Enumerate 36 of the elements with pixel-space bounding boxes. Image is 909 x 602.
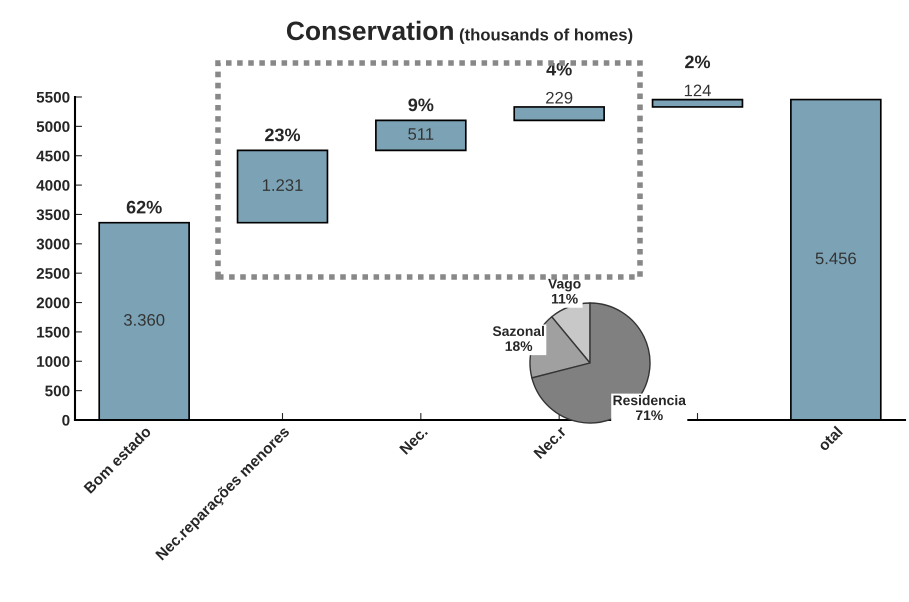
y-tick-label: 3000: [36, 238, 70, 250]
data-label: 229: [546, 92, 572, 104]
y-tick-label: 0: [62, 414, 70, 426]
y-tick-label: 5500: [36, 92, 70, 103]
y-tick-label: 2500: [36, 268, 70, 279]
data-label: 1.231: [262, 179, 303, 192]
chart-subtitle: (thousands of homes): [460, 28, 632, 44]
data-label: 5.456: [816, 252, 856, 264]
annotation: 9%: [408, 98, 434, 112]
bar: [236, 150, 328, 224]
x-tick-label: Nec.: [399, 426, 428, 455]
y-tick-label: 1000: [37, 356, 70, 367]
chart-title: Conservation: [286, 20, 453, 40]
y-tick-label: 5000: [36, 121, 70, 132]
annotation: 62%: [126, 200, 162, 214]
slice-label: Sazonal: [492, 326, 544, 336]
slice-label: Vago: [548, 278, 581, 292]
data-label: 511: [408, 128, 434, 140]
y-tick-label: 1500: [37, 326, 70, 338]
y-tick-label: 4500: [36, 150, 70, 162]
y-tick-label: 2000: [36, 297, 70, 308]
bar: [513, 106, 605, 122]
data-label: 124: [684, 84, 711, 96]
y-tick-label: 4000: [36, 180, 70, 191]
bar: [375, 120, 467, 152]
data-label: 11%: [552, 294, 578, 304]
data-label: 18%: [506, 341, 532, 352]
annotation: 23%: [265, 128, 300, 142]
y-tick-label: 3500: [36, 209, 70, 220]
data-label: 3.360: [124, 314, 164, 326]
data-label: 71%: [636, 410, 663, 420]
y-tick-label: 500: [45, 386, 70, 396]
bar: [652, 98, 744, 108]
x-tick-label: otal: [817, 426, 844, 452]
annotation: 2%: [685, 56, 710, 68]
slice-label: Residencia: [614, 395, 686, 406]
